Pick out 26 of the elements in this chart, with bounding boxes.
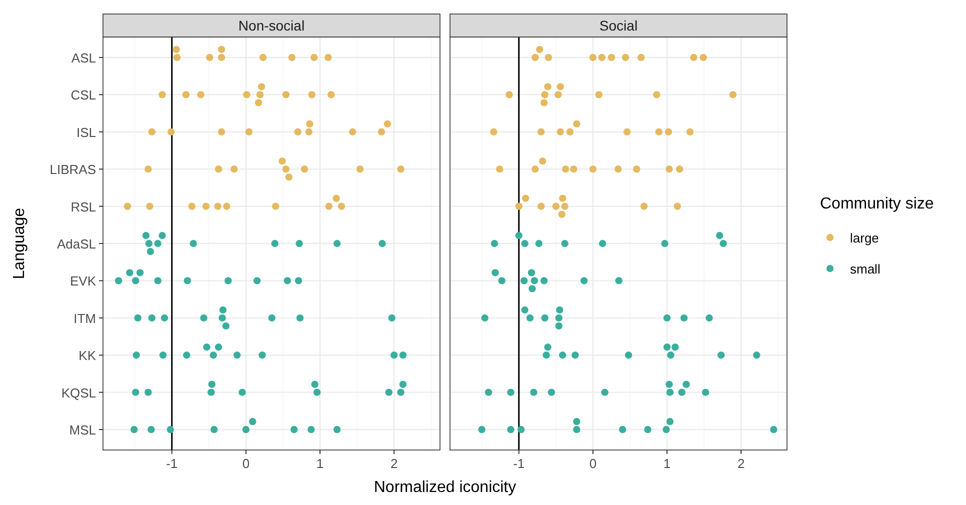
x-tick-label: 0	[242, 456, 250, 471]
y-tick-label: ASL	[71, 50, 96, 66]
y-tick-label: ITM	[74, 310, 96, 326]
y-tick-label: CSL	[70, 88, 96, 103]
legend-label: large	[850, 230, 879, 246]
y-axis-title: Language	[11, 208, 28, 280]
y-tick-label: EVK	[70, 274, 96, 289]
x-tick-label: 0	[589, 456, 597, 471]
legend-label: small	[850, 262, 880, 276]
x-tick-label: 1	[316, 456, 324, 471]
y-tick-label: KK	[78, 348, 96, 364]
x-tick-label: -1	[166, 456, 178, 471]
y-tick-label: ISL	[76, 124, 96, 140]
x-tick-label: -1	[513, 456, 525, 471]
chart-title: Social	[599, 18, 638, 34]
x-tick-label: 2	[390, 456, 398, 471]
x-tick-label: 1	[663, 456, 671, 471]
y-tick-label: MSL	[69, 422, 96, 438]
y-tick-label: KQSL	[61, 385, 96, 400]
y-tick-label: RSL	[70, 199, 96, 214]
y-tick-label: LIBRAS	[50, 162, 96, 178]
y-tick-label: AdaSL	[56, 236, 96, 252]
x-tick-label: 2	[737, 456, 745, 471]
x-axis-title: Normalized iconicity	[374, 479, 516, 496]
legend-title: Community size	[820, 196, 934, 212]
chart-title: Non-social	[238, 18, 305, 34]
